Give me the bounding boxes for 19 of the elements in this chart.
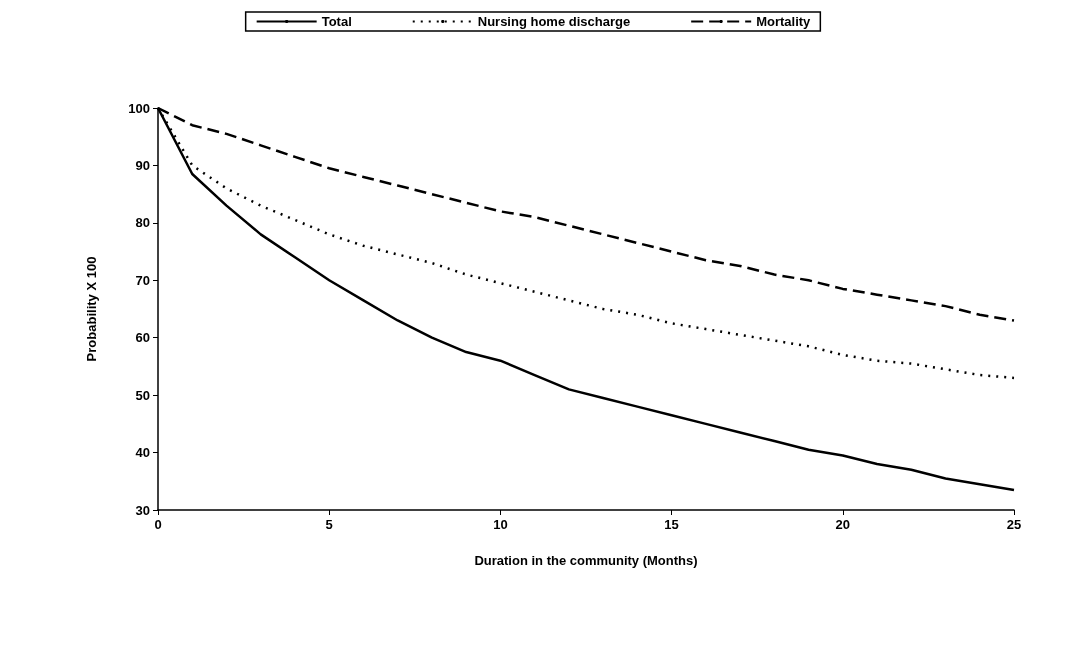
x-tick-label: 15	[664, 517, 679, 532]
y-tick-label: 40	[135, 445, 150, 461]
x-tick-label: 20	[835, 517, 851, 532]
legend-label: Nursing home discharge	[477, 14, 631, 29]
y-tick-label: 50	[135, 387, 150, 403]
x-tick-label: 5	[325, 517, 333, 532]
y-tick-label: 70	[135, 272, 150, 288]
y-tick-label: 60	[135, 330, 150, 346]
y-tick-label: 80	[135, 215, 150, 231]
x-tick-label: 0	[154, 517, 162, 532]
x-tick-label: 10	[493, 517, 508, 532]
legend-label: Mortality	[756, 14, 812, 29]
y-tick-label: 90	[135, 157, 150, 173]
x-axis-title: Duration in the community (Months)	[474, 553, 698, 568]
y-axis-title: Probability X 100	[84, 256, 99, 362]
y-tick-label: 30	[135, 502, 150, 518]
y-tick-label: 100	[128, 100, 150, 116]
legend-label: Total	[321, 14, 352, 29]
x-tick-label: 25	[1006, 517, 1022, 532]
